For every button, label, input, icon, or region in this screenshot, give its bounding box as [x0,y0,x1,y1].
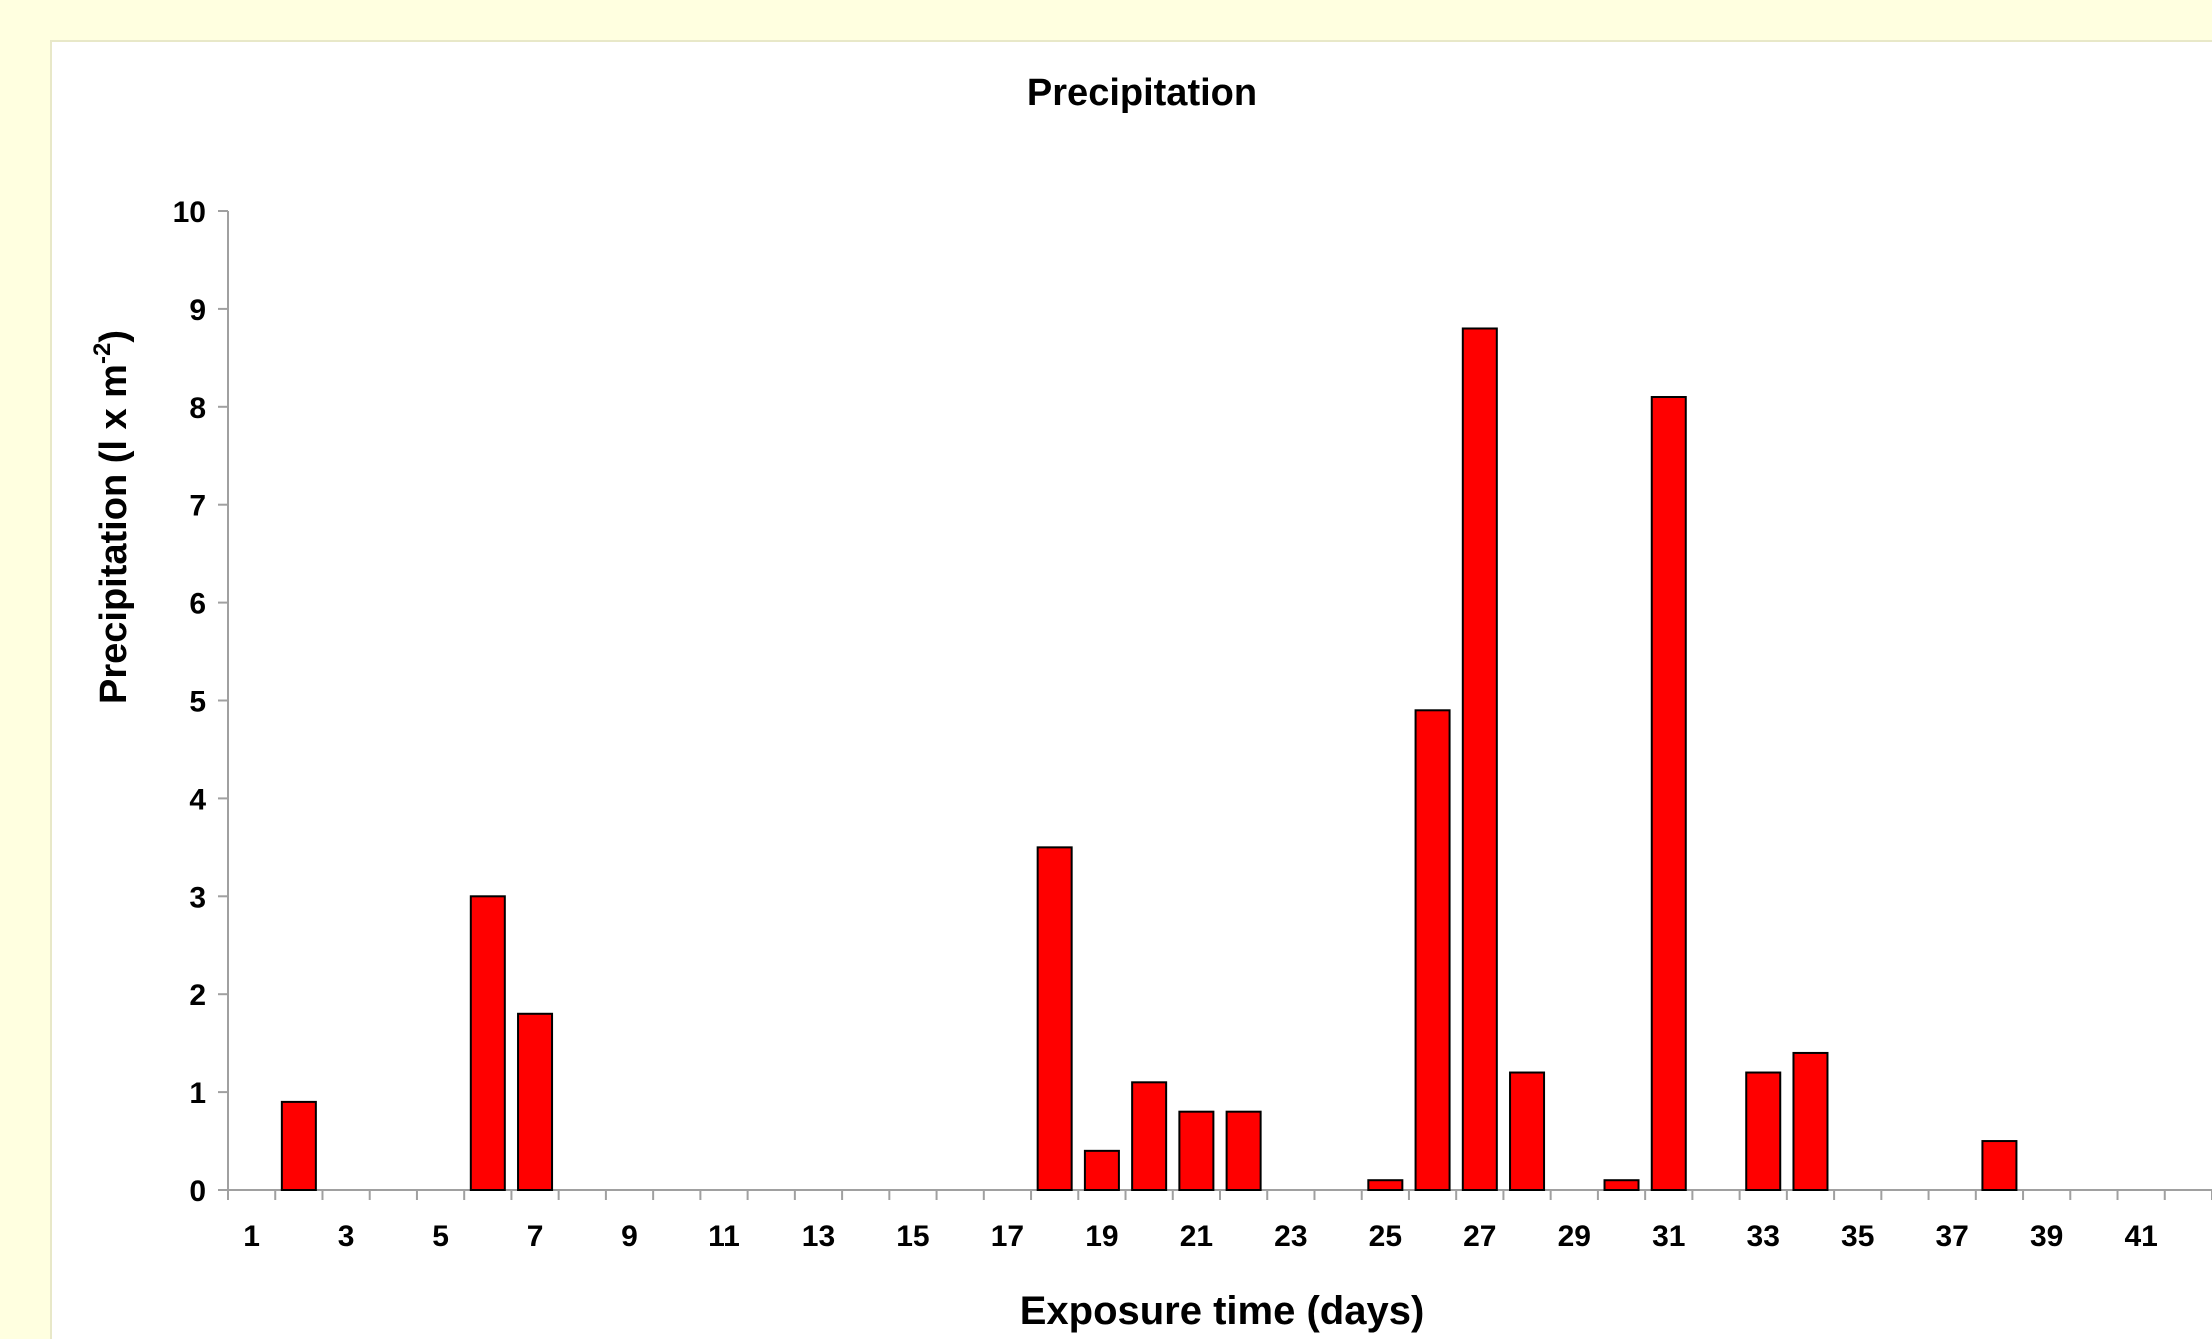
x-tick-label: 19 [1085,1220,1118,1253]
chart-title: Precipitation [1027,72,1257,114]
y-axis-ticks: 0 1 2 3 4 5 6 7 8 9 10 [173,196,228,1208]
precipitation-chart: Precipitation Precipitation (l x m-2) Ex… [89,72,2212,1333]
x-axis-label: Exposure time (days) [1020,1289,1425,1333]
x-tick-label: 9 [621,1220,638,1253]
x-tick-label: 25 [1369,1220,1402,1253]
x-tick-label: 39 [2030,1220,2063,1253]
y-tick-label: 2 [189,979,206,1012]
bar [1178,1110,1215,1192]
bar [1225,1110,1262,1192]
x-tick-label: 1 [243,1220,260,1253]
bar [469,895,506,1191]
bar [517,1012,554,1192]
bar [1745,1071,1782,1192]
x-tick-label: 21 [1180,1220,1213,1253]
bar [1131,1081,1168,1192]
y-axis-label-superscript: -2 [89,343,116,364]
x-tick-label: 29 [1558,1220,1591,1253]
x-tick-label: 17 [991,1220,1024,1253]
x-tick-label: 3 [338,1220,355,1253]
x-tick-label: 27 [1463,1220,1496,1253]
x-tick-label: 37 [1936,1220,1969,1253]
x-tick-label: 31 [1652,1220,1685,1253]
x-tick-label: 7 [527,1220,544,1253]
x-axis-ticks: 1 3 5 7 9 11 13 15 17 19 21 23 25 27 29 31 33 35 37 39 41 [227,1190,2212,1253]
y-axis-label-main: Precipitation (l x m [93,364,135,704]
y-tick-label: 3 [189,881,206,914]
y-tick-label: 9 [189,294,206,327]
y-tick-label: 1 [189,1077,206,1110]
y-axis-label-close: ) [93,330,135,343]
bar [1509,1071,1546,1192]
bars [280,327,2018,1192]
x-tick-label: 15 [896,1220,929,1253]
x-tick-label: 23 [1274,1220,1307,1253]
y-tick-label: 5 [189,686,206,719]
bar [1414,709,1451,1191]
bar [1083,1149,1120,1191]
bar [1603,1179,1640,1191]
bar [1036,846,1073,1191]
x-tick-label: 41 [2124,1220,2157,1253]
x-tick-label: 35 [1841,1220,1874,1253]
x-tick-label: 33 [1747,1220,1780,1253]
x-tick-label: 13 [802,1220,835,1253]
y-tick-label: 10 [173,196,206,229]
bar [1367,1179,1404,1191]
y-tick-label: 6 [189,588,206,621]
bar [280,1100,317,1192]
y-tick-label: 7 [189,490,206,523]
chart-panel: Precipitation Precipitation (l x m-2) Ex… [50,40,2212,1339]
bar [1792,1051,1829,1191]
y-tick-label: 0 [189,1175,206,1208]
bar [1650,396,1687,1191]
x-tick-label: 5 [432,1220,449,1253]
y-tick-label: 4 [189,783,206,816]
y-axis-label: Precipitation (l x m-2) [89,330,135,704]
y-tick-label: 8 [189,392,206,425]
bar [1461,327,1498,1192]
svg-text:Precipitation (l x m-2): Precipitation (l x m-2) [89,330,135,704]
x-tick-label: 11 [708,1220,740,1253]
bar [1981,1140,2018,1192]
